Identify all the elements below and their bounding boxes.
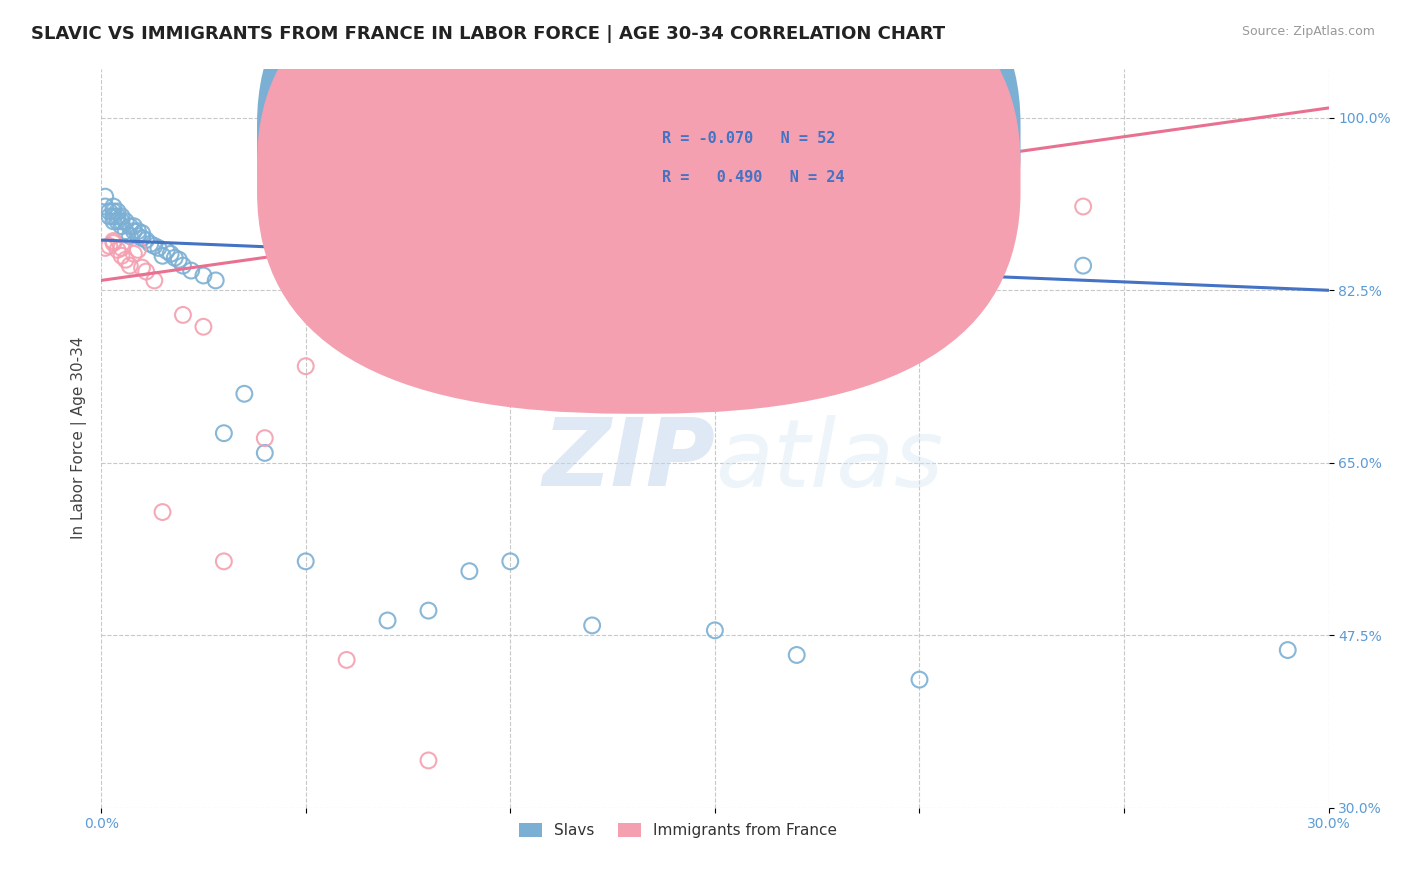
Point (143, 239, 166, 253)
Text: R =   0.490   N = 24: R = 0.490 N = 24 (662, 169, 845, 185)
Point (139, 237, 162, 252)
Point (118, 219, 141, 234)
Point (107, 214, 129, 228)
Y-axis label: In Labor Force | Age 30-34: In Labor Force | Age 30-34 (72, 337, 87, 540)
Point (253, 446, 276, 460)
Point (131, 260, 153, 275)
Point (107, 204, 129, 219)
Point (152, 249, 174, 263)
Point (336, 278, 359, 293)
Legend: Slavs, Immigrants from France: Slavs, Immigrants from France (513, 817, 844, 845)
Point (152, 505, 174, 519)
Point (110, 210, 132, 224)
Point (98, 210, 121, 224)
Point (122, 224, 145, 238)
FancyBboxPatch shape (257, 0, 1021, 414)
Point (1071, 259, 1094, 273)
Point (107, 243, 129, 257)
Point (458, 564, 481, 578)
Point (163, 251, 186, 265)
Point (233, 386, 256, 401)
Point (336, 653, 359, 667)
Point (122, 219, 145, 234)
Point (114, 252, 136, 267)
Point (253, 431, 276, 445)
Point (98, 204, 121, 219)
Point (172, 308, 194, 322)
Point (103, 235, 125, 250)
Point (118, 229, 141, 244)
Point (122, 247, 145, 261)
Point (1071, 200, 1094, 214)
Point (418, 754, 440, 768)
Point (110, 241, 132, 255)
Text: atlas: atlas (714, 415, 943, 506)
Point (114, 214, 136, 228)
Point (377, 614, 399, 628)
Point (103, 210, 125, 224)
Point (908, 673, 931, 687)
Point (107, 210, 129, 224)
Point (155, 244, 177, 258)
Point (294, 554, 316, 568)
Text: SLAVIC VS IMMIGRANTS FROM FRANCE IN LABOR FORCE | AGE 30-34 CORRELATION CHART: SLAVIC VS IMMIGRANTS FROM FRANCE IN LABO… (31, 25, 945, 43)
Point (103, 214, 125, 228)
Point (127, 229, 149, 244)
Text: Source: ZipAtlas.com: Source: ZipAtlas.com (1241, 25, 1375, 38)
Point (1277, 643, 1299, 657)
Point (98, 239, 121, 253)
Point (172, 259, 194, 273)
Text: ZIP: ZIP (543, 414, 714, 507)
Point (786, 648, 808, 662)
Point (103, 204, 125, 219)
Point (499, 554, 522, 568)
FancyBboxPatch shape (257, 0, 1021, 376)
Point (110, 214, 132, 228)
FancyBboxPatch shape (605, 109, 880, 209)
Point (118, 259, 141, 273)
Point (703, 624, 725, 638)
Point (212, 554, 235, 568)
Point (204, 273, 226, 287)
Point (193, 268, 215, 283)
Point (94, 189, 117, 203)
Point (148, 241, 170, 255)
Point (159, 247, 181, 261)
Point (135, 233, 157, 247)
Point (103, 200, 125, 214)
Point (94, 241, 117, 255)
Point (418, 604, 440, 618)
Point (94, 200, 117, 214)
Point (581, 337, 603, 351)
Point (131, 226, 153, 240)
Point (110, 249, 132, 263)
Point (193, 319, 215, 334)
Point (294, 359, 316, 374)
Point (581, 618, 603, 632)
Point (167, 252, 190, 267)
Point (103, 234, 125, 248)
Point (131, 231, 153, 245)
Point (114, 224, 136, 238)
Point (127, 224, 149, 238)
Point (143, 273, 166, 287)
Text: R = -0.070   N = 52: R = -0.070 N = 52 (662, 131, 835, 146)
Point (110, 219, 132, 234)
Point (212, 426, 235, 441)
Point (180, 263, 202, 277)
Point (127, 243, 149, 257)
Point (135, 264, 157, 278)
